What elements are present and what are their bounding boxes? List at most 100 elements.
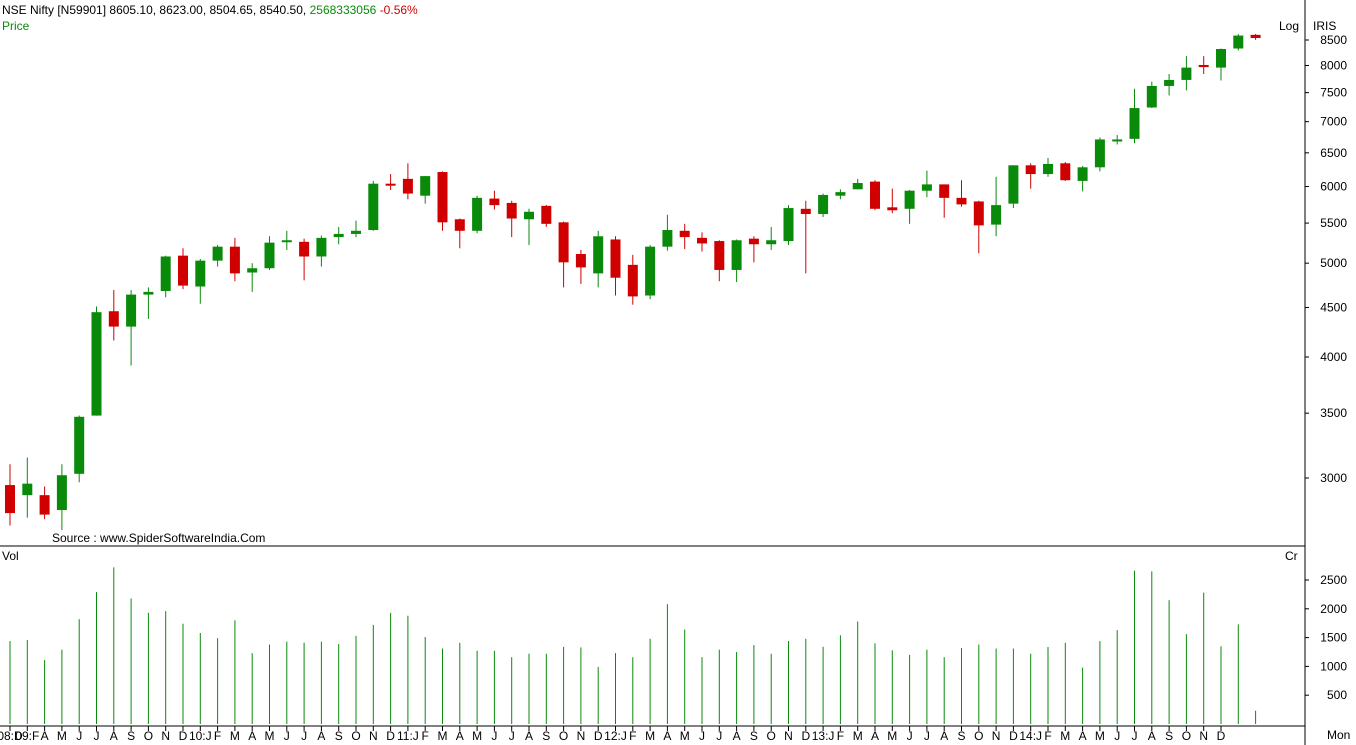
volume-label: Vol (2, 549, 19, 563)
time-tick-label: A (733, 729, 741, 743)
time-tick-label: M (57, 729, 67, 743)
volume-tick-label: 1000 (1320, 659, 1347, 673)
candle-body (299, 241, 310, 257)
time-tick-label: J (94, 729, 100, 743)
time-tick-label: A (940, 729, 948, 743)
candle-body (835, 192, 846, 196)
candle-body (991, 205, 1002, 225)
candle-body (887, 207, 898, 211)
time-tick-label: D (1009, 729, 1018, 743)
time-tick-label: J (699, 729, 705, 743)
candle-body (489, 198, 500, 206)
time-tick-label: 08:D (0, 729, 23, 743)
candle-body (316, 237, 327, 257)
candle-body (558, 222, 569, 263)
time-tick-label: J (76, 729, 82, 743)
time-tick-label: 10:J (189, 729, 212, 743)
time-tick-label: A (871, 729, 879, 743)
price-tick-label: 8500 (1320, 33, 1347, 47)
ohlc-values: 8605.10, 8623.00, 8504.65, 8540.50, (109, 3, 307, 17)
candle-body (454, 219, 465, 231)
candle-body (627, 264, 638, 297)
time-tick-label: F (422, 729, 429, 743)
candle-body (91, 312, 102, 416)
time-tick-label: A (663, 729, 671, 743)
candle-body (714, 241, 725, 270)
time-tick-label: O (351, 729, 360, 743)
time-tick-label: M (472, 729, 482, 743)
time-tick-label: D (386, 729, 395, 743)
time-tick-label: N (577, 729, 586, 743)
time-tick-label: N (1199, 729, 1208, 743)
candle-body (1216, 49, 1226, 68)
time-tick-label: J (924, 729, 930, 743)
candle-body (39, 495, 50, 515)
time-tick-label: N (784, 729, 793, 743)
time-tick-label: O (974, 729, 983, 743)
time-tick-label: F (214, 729, 221, 743)
iris-label: IRIS (1313, 19, 1337, 33)
time-tick-label: A (41, 729, 49, 743)
time-tick-label: A (110, 729, 118, 743)
candle-body (229, 246, 240, 274)
time-tick-label: S (957, 729, 965, 743)
symbol-name: NSE Nifty [N59901] (2, 3, 107, 17)
candle-body (1233, 35, 1244, 49)
log-scale-label[interactable]: Log (1279, 19, 1300, 33)
time-tick-label: J (1114, 729, 1120, 743)
price-tick-label: 3500 (1320, 406, 1347, 420)
candle-body (420, 176, 431, 196)
price-tick-label: 6000 (1320, 179, 1347, 193)
candle-body (1250, 34, 1261, 39)
candle-body (126, 294, 137, 327)
candle-body (1181, 67, 1192, 80)
volume-tick-label: 500 (1327, 688, 1347, 702)
time-tick-label: M (853, 729, 863, 743)
candle-body (143, 291, 154, 295)
time-tick-label: M (645, 729, 655, 743)
source-label: Source : www.SpiderSoftwareIndia.Com (52, 531, 266, 545)
candle-body (247, 268, 258, 273)
time-tick-label: S (750, 729, 758, 743)
change-percent: -0.56% (379, 3, 418, 17)
candle-body (645, 246, 656, 296)
candle-body (1077, 167, 1088, 181)
time-tick-label: F (629, 729, 636, 743)
time-tick-label: M (230, 729, 240, 743)
price-label: Price (2, 19, 30, 33)
price-tick-label: 3000 (1320, 471, 1347, 485)
time-tick-label: F (837, 729, 844, 743)
candle-body (108, 311, 119, 327)
time-tick-label: J (1132, 729, 1138, 743)
volume-unit-label: Cr (1285, 549, 1298, 563)
time-tick-label: M (887, 729, 897, 743)
period-label[interactable]: Mon (1327, 728, 1351, 742)
time-tick-label: 13:J (812, 729, 835, 743)
candle-body (178, 255, 188, 286)
time-tick-label: A (525, 729, 533, 743)
candle-body (351, 230, 361, 234)
time-tick-label: A (456, 729, 464, 743)
volume-value: 2568333056 (309, 3, 377, 17)
candle-body (195, 260, 206, 287)
time-tick-label: D (179, 729, 188, 743)
candle-body (56, 475, 67, 511)
price-tick-label: 5500 (1320, 216, 1347, 230)
time-tick-label: S (542, 729, 550, 743)
candle-body (766, 240, 777, 245)
time-tick-label: J (491, 729, 497, 743)
candle-body (1094, 139, 1105, 168)
time-tick-label: A (1079, 729, 1087, 743)
time-tick-label: 11:J (397, 729, 419, 743)
candle-body (264, 242, 275, 269)
candle-body (212, 246, 223, 261)
time-tick-label: S (335, 729, 343, 743)
candle-body (472, 197, 483, 231)
candle-body (593, 236, 604, 274)
candle-body (22, 483, 33, 496)
candle-body (333, 233, 344, 238)
time-tick-label: 12:J (604, 729, 627, 743)
candle-body (437, 172, 448, 223)
candle-body (1198, 64, 1209, 68)
